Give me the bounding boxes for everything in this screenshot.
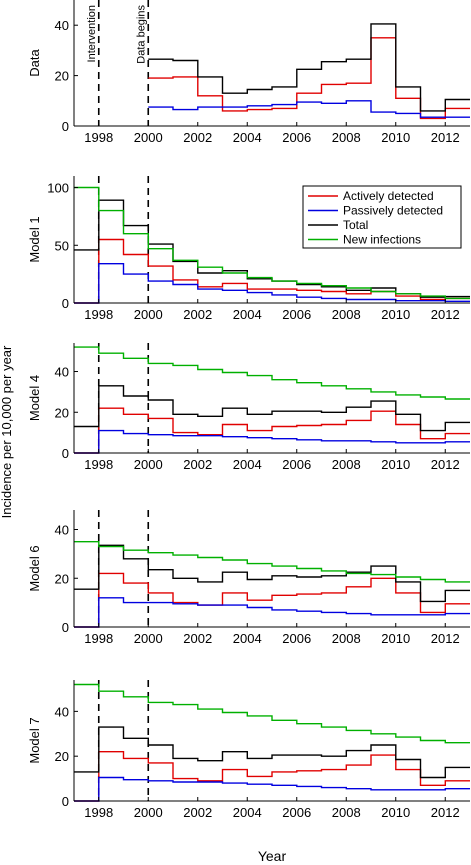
x-tick-label: 2000 [134, 307, 163, 322]
y-tick-label: 40 [55, 365, 69, 380]
x-tick-label: 2004 [233, 457, 262, 472]
y-tick-label: 20 [55, 749, 69, 764]
series-line-total [74, 385, 470, 432]
series-line-passively-detected [74, 776, 470, 802]
panel-y-label: Model 7 [27, 717, 42, 763]
x-tick-label: 2002 [183, 130, 212, 145]
x-tick-label: 2012 [431, 457, 460, 472]
x-tick-label: 2008 [332, 457, 361, 472]
series-line-passively-detected [148, 100, 470, 118]
x-tick-label: 2006 [282, 631, 311, 646]
x-tick-label: 2006 [282, 130, 311, 145]
x-tick-label: 2008 [332, 805, 361, 820]
series-line-actively-detected [74, 572, 470, 628]
series-line-passively-detected [74, 263, 470, 304]
x-tick-label: 2000 [134, 631, 163, 646]
x-tick-label: 2010 [381, 130, 410, 145]
series-line-new-infections [74, 346, 470, 400]
series-line-actively-detected [74, 751, 470, 802]
panel-3: 0 20 40 1998 2000 2002 2004 2006 2008 2010 2012 Mod… [27, 343, 470, 472]
x-tick-label: 2002 [183, 307, 212, 322]
panel-y-label: Data [27, 49, 42, 77]
x-tick-label: 2010 [381, 631, 410, 646]
series-line-actively-detected [74, 407, 470, 454]
x-tick-label: 2000 [134, 457, 163, 472]
y-tick-label: 100 [47, 181, 69, 196]
series-line-actively-detected [74, 238, 470, 304]
y-tick-label: 0 [62, 296, 69, 311]
legend-label: New infections [343, 233, 421, 247]
y-tick-label: 20 [55, 405, 69, 420]
x-tick-label: 1998 [84, 631, 113, 646]
y-tick-label: 0 [62, 620, 69, 635]
x-tick-label: 1998 [84, 130, 113, 145]
x-tick-label: 2006 [282, 457, 311, 472]
series-line-total [148, 23, 470, 112]
y-tick-label: 40 [55, 18, 69, 33]
intervention-annotation: Intervention [86, 5, 98, 62]
x-tick-label: 1998 [84, 307, 113, 322]
x-tick-label: 2000 [134, 805, 163, 820]
legend-label: Actively detected [343, 189, 434, 203]
panel-y-label: Model 6 [27, 545, 42, 591]
x-tick-label: 2008 [332, 631, 361, 646]
x-tick-label: 2012 [431, 130, 460, 145]
panel-y-label: Model 1 [27, 216, 42, 262]
x-tick-label: 2006 [282, 307, 311, 322]
data-begins-annotation: Data begins [135, 5, 147, 64]
x-tick-label: 2004 [233, 307, 262, 322]
x-tick-label: 2012 [431, 307, 460, 322]
y-tick-label: 0 [62, 119, 69, 134]
series-line-new-infections [74, 541, 470, 583]
x-tick-label: 2004 [233, 130, 262, 145]
panel-2: 0 50 100 1998 2000 2002 2004 2006 2008 2010 2012 Mo… [27, 176, 470, 322]
series-line-actively-detected [148, 37, 470, 120]
panel-5: 0 20 40 1998 2000 2002 2004 2006 2008 2010 2012 Mod… [27, 680, 470, 820]
shared-y-axis-label: Incidence per 10,000 per year [0, 345, 14, 518]
series-line-new-infections [74, 683, 470, 744]
x-tick-label: 2010 [381, 805, 410, 820]
x-tick-label: 2002 [183, 631, 212, 646]
series-line-total [74, 544, 470, 603]
x-tick-label: 2000 [134, 130, 163, 145]
x-tick-label: 1998 [84, 805, 113, 820]
y-tick-label: 40 [55, 704, 69, 719]
legend-label: Passively detected [343, 204, 443, 218]
series-line-passively-detected [74, 597, 470, 628]
y-tick-label: 20 [55, 69, 69, 84]
x-tick-label: 1998 [84, 457, 113, 472]
y-tick-label: 0 [62, 446, 69, 461]
x-tick-label: 2010 [381, 307, 410, 322]
x-tick-label: 2008 [332, 130, 361, 145]
x-tick-label: 2006 [282, 805, 311, 820]
x-tick-label: 2004 [233, 805, 262, 820]
panel-1: 0 20 40 1998 2000 2002 2004 2006 2008 2010 2012 Dat… [27, 0, 470, 145]
x-tick-label: 2008 [332, 307, 361, 322]
x-tick-label: 2012 [431, 631, 460, 646]
legend-label: Total [343, 218, 368, 232]
x-tick-label: 2012 [431, 805, 460, 820]
y-tick-label: 20 [55, 571, 69, 586]
series-line-total [74, 726, 470, 779]
y-tick-label: 40 [55, 523, 69, 538]
x-tick-label: 2002 [183, 805, 212, 820]
y-tick-label: 50 [55, 238, 69, 253]
x-tick-label: 2004 [233, 631, 262, 646]
series-line-passively-detected [74, 429, 470, 454]
series-line-new-infections [74, 186, 470, 300]
x-tick-label: 2002 [183, 457, 212, 472]
x-axis-label: Year [258, 848, 287, 864]
y-tick-label: 0 [62, 794, 69, 809]
panel-4: 0 20 40 1998 2000 2002 2004 2006 2008 2010 2012 Mod… [27, 510, 470, 646]
x-tick-label: 2010 [381, 457, 410, 472]
panel-y-label: Model 4 [27, 375, 42, 421]
